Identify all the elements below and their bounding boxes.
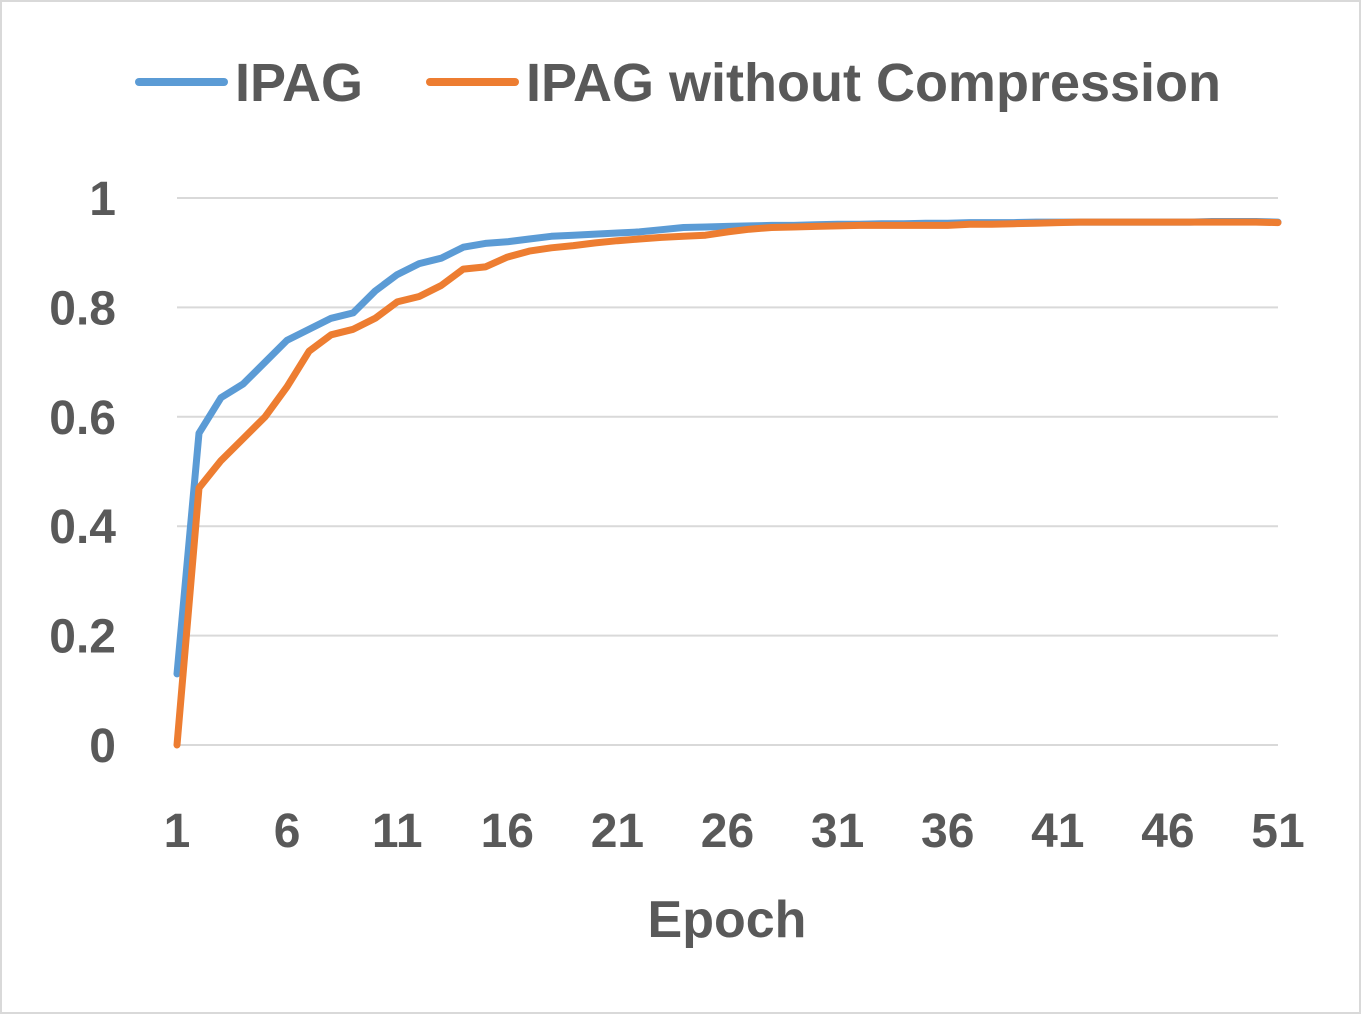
x-tick-label: 36: [921, 805, 974, 858]
legend: IPAG IPAG without Compression: [135, 53, 1221, 113]
x-tick-label: 41: [1031, 805, 1084, 858]
x-axis-tick-labels: 1 6 11 16 21 26 31 36 41 46 51: [164, 805, 1305, 858]
y-tick-label: 0.4: [49, 501, 116, 554]
x-tick-label: 21: [591, 805, 644, 858]
x-tick-label: 11: [372, 805, 423, 858]
y-axis-tick-labels: 0 0.2 0.4 0.6 0.8 1: [49, 173, 116, 773]
series-line-ipag: [173, 218, 1282, 678]
gridlines: [177, 197, 1278, 746]
x-tick-label: 31: [811, 805, 864, 858]
series-line-ipag-without-compression: [173, 218, 1282, 749]
legend-label: IPAG without Compression: [526, 53, 1221, 113]
x-tick-label: 51: [1251, 805, 1304, 858]
x-tick-label: 6: [274, 805, 301, 858]
y-tick-label: 0: [89, 720, 116, 773]
legend-label: IPAG: [235, 53, 363, 113]
x-tick-label: 46: [1141, 805, 1194, 858]
y-tick-label: 0.2: [49, 611, 116, 664]
x-axis-title: Epoch: [648, 891, 807, 949]
y-tick-label: 1: [89, 173, 116, 226]
series-lines: [173, 218, 1282, 749]
y-tick-label: 0.6: [49, 392, 116, 445]
x-tick-label: 26: [701, 805, 754, 858]
x-tick-label: 1: [164, 805, 191, 858]
x-tick-label: 16: [481, 805, 534, 858]
y-tick-label: 0.8: [49, 282, 116, 335]
